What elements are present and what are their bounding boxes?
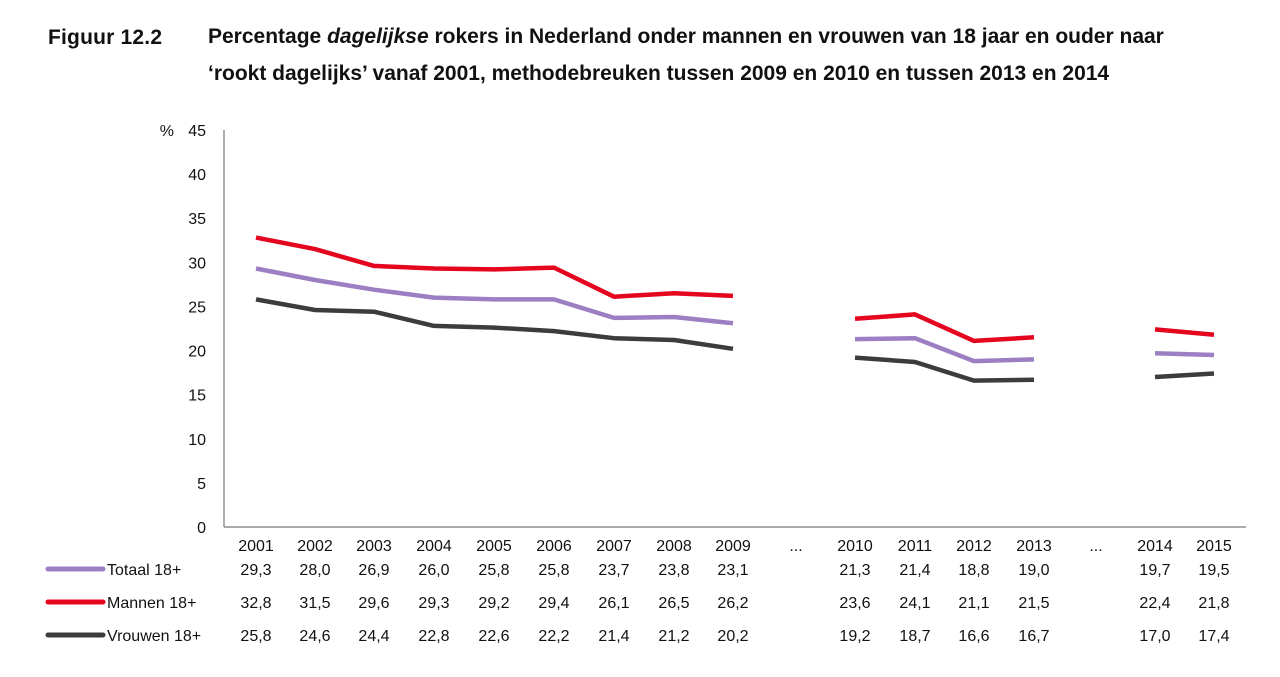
data-label-vrouwen-18--4: 22,6 (478, 628, 509, 645)
data-label-vrouwen-18--8: 20,2 (717, 628, 748, 645)
data-label-mannen-18--4: 29,2 (478, 595, 509, 612)
data-label-mannen-18--3: 29,3 (418, 595, 449, 612)
data-label-mannen-18--5: 29,4 (538, 595, 569, 612)
data-label-vrouwen-18--6: 21,4 (598, 628, 629, 645)
y-axis-unit: % (160, 123, 174, 140)
data-label-mannen-18--10: 23,6 (839, 595, 870, 612)
x-tick-label-12: 2012 (956, 538, 992, 555)
x-tick-label-7: 2008 (656, 538, 692, 555)
y-tick-label-25: 25 (188, 299, 206, 316)
x-tick-label-13: 2013 (1016, 538, 1052, 555)
data-label-vrouwen-18--10: 19,2 (839, 628, 870, 645)
series-line-mannen-18--seg2 (1154, 327, 1215, 337)
x-tick-label-16: 2015 (1196, 538, 1232, 555)
data-label-totaal-18--10: 21,3 (839, 562, 870, 579)
data-label-mannen-18--15: 22,4 (1139, 595, 1170, 612)
data-label-totaal-18--8: 23,1 (717, 562, 748, 579)
data-label-mannen-18--8: 26,2 (717, 595, 748, 612)
data-label-mannen-18--7: 26,5 (658, 595, 689, 612)
x-tick-label-0: 2001 (238, 538, 274, 555)
data-label-mannen-18--1: 31,5 (299, 595, 330, 612)
x-tick-label-11: 2011 (898, 538, 933, 555)
data-label-totaal-18--16: 19,5 (1198, 562, 1229, 579)
title-pre: Percentage (208, 25, 328, 48)
x-tick-label-2: 2003 (356, 538, 392, 555)
data-label-vrouwen-18--13: 16,7 (1018, 628, 1049, 645)
figure-title-line-1: Percentage dagelijkse rokers in Nederlan… (208, 18, 1258, 55)
figure-title-line-2: ‘rookt dagelijks’ vanaf 2001, methodebre… (208, 62, 1110, 85)
data-label-vrouwen-18--7: 21,2 (658, 628, 689, 645)
series-line-totaal-18--seg1 (854, 335, 1035, 364)
x-tick-label-10: 2010 (837, 538, 873, 555)
series-line-mannen-18--seg1 (854, 312, 1035, 344)
y-tick-label-15: 15 (188, 388, 206, 405)
title-emphasis: dagelijkse (327, 25, 429, 48)
data-label-totaal-18--13: 19,0 (1018, 562, 1049, 579)
data-label-vrouwen-18--0: 25,8 (240, 628, 271, 645)
data-label-totaal-18--6: 23,7 (598, 562, 629, 579)
data-label-vrouwen-18--5: 22,2 (538, 628, 569, 645)
data-label-totaal-18--5: 25,8 (538, 562, 569, 579)
data-label-totaal-18--12: 18,8 (958, 562, 989, 579)
data-label-totaal-18--2: 26,9 (358, 562, 389, 579)
data-label-totaal-18--0: 29,3 (240, 562, 271, 579)
figure-label: Figuur 12.2 (48, 26, 163, 49)
y-tick-label-45: 45 (188, 123, 206, 140)
legend-label-vrouwen-18-: Vrouwen 18+ (107, 628, 201, 645)
series-line-vrouwen-18--seg2 (1154, 371, 1215, 380)
data-label-totaal-18--7: 23,8 (658, 562, 689, 579)
x-tick-label-6: 2007 (596, 538, 632, 555)
x-tick-label-9: ... (789, 538, 802, 555)
figure-title: Percentage dagelijkse rokers in Nederlan… (208, 25, 1258, 92)
data-label-totaal-18--3: 26,0 (418, 562, 449, 579)
y-tick-label-35: 35 (188, 211, 206, 228)
data-label-mannen-18--13: 21,5 (1018, 595, 1049, 612)
data-label-mannen-18--2: 29,6 (358, 595, 389, 612)
data-label-vrouwen-18--1: 24,6 (299, 628, 330, 645)
data-label-vrouwen-18--16: 17,4 (1198, 628, 1229, 645)
data-label-vrouwen-18--11: 18,7 (899, 628, 930, 645)
data-label-mannen-18--12: 21,1 (958, 595, 989, 612)
data-label-vrouwen-18--12: 16,6 (958, 628, 989, 645)
y-tick-label-40: 40 (188, 167, 206, 184)
data-label-vrouwen-18--3: 22,8 (418, 628, 449, 645)
legend-label-totaal-18-: Totaal 18+ (107, 562, 181, 579)
series-line-totaal-18--seg0 (255, 266, 734, 326)
y-tick-label-10: 10 (188, 432, 206, 449)
series-line-mannen-18--seg0 (255, 235, 734, 299)
data-label-totaal-18--4: 25,8 (478, 562, 509, 579)
y-tick-label-20: 20 (188, 344, 206, 361)
series-line-vrouwen-18--seg1 (854, 355, 1035, 383)
data-label-vrouwen-18--2: 24,4 (358, 628, 389, 645)
data-label-vrouwen-18--15: 17,0 (1139, 628, 1170, 645)
data-label-mannen-18--0: 32,8 (240, 595, 271, 612)
x-tick-label-15: 2014 (1137, 538, 1173, 555)
series-line-totaal-18--seg2 (1154, 350, 1215, 358)
data-label-mannen-18--16: 21,8 (1198, 595, 1229, 612)
legend-label-mannen-18-: Mannen 18+ (107, 595, 196, 612)
series-line-vrouwen-18--seg0 (255, 297, 734, 352)
data-label-totaal-18--15: 19,7 (1139, 562, 1170, 579)
x-tick-label-8: 2009 (715, 538, 751, 555)
x-tick-label-1: 2002 (297, 538, 333, 555)
y-tick-label-30: 30 (188, 255, 206, 272)
y-tick-label-0: 0 (197, 520, 206, 537)
x-tick-label-14: ... (1089, 538, 1102, 555)
data-label-mannen-18--6: 26,1 (598, 595, 629, 612)
title-post: rokers in Nederland onder mannen en vrou… (428, 25, 1164, 48)
x-tick-label-5: 2006 (536, 538, 572, 555)
y-tick-label-5: 5 (197, 476, 206, 493)
x-tick-label-4: 2005 (476, 538, 512, 555)
data-label-mannen-18--11: 24,1 (899, 595, 930, 612)
x-tick-label-3: 2004 (416, 538, 452, 555)
data-label-totaal-18--1: 28,0 (299, 562, 330, 579)
data-label-totaal-18--11: 21,4 (899, 562, 930, 579)
